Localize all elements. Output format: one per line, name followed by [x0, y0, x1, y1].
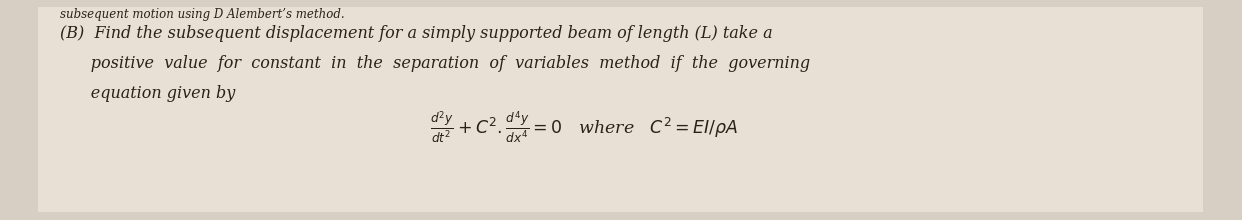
- Text: equation given by: equation given by: [60, 85, 235, 102]
- Text: (B)  Find the subsequent displacement for a simply supported beam of length (L) : (B) Find the subsequent displacement for…: [60, 25, 773, 42]
- FancyBboxPatch shape: [39, 7, 1203, 212]
- Text: positive  value  for  constant  in  the  separation  of  variables  method  if  : positive value for constant in the separ…: [60, 55, 810, 72]
- Text: $\frac{d^2y}{dt^2} + C^2.\frac{d^4y}{dx^4} = 0$   where   $C^2 = EI/\rho A$: $\frac{d^2y}{dt^2} + C^2.\frac{d^4y}{dx^…: [430, 110, 739, 146]
- Text: subsequent motion using D Alembert’s method.: subsequent motion using D Alembert’s met…: [60, 8, 344, 21]
